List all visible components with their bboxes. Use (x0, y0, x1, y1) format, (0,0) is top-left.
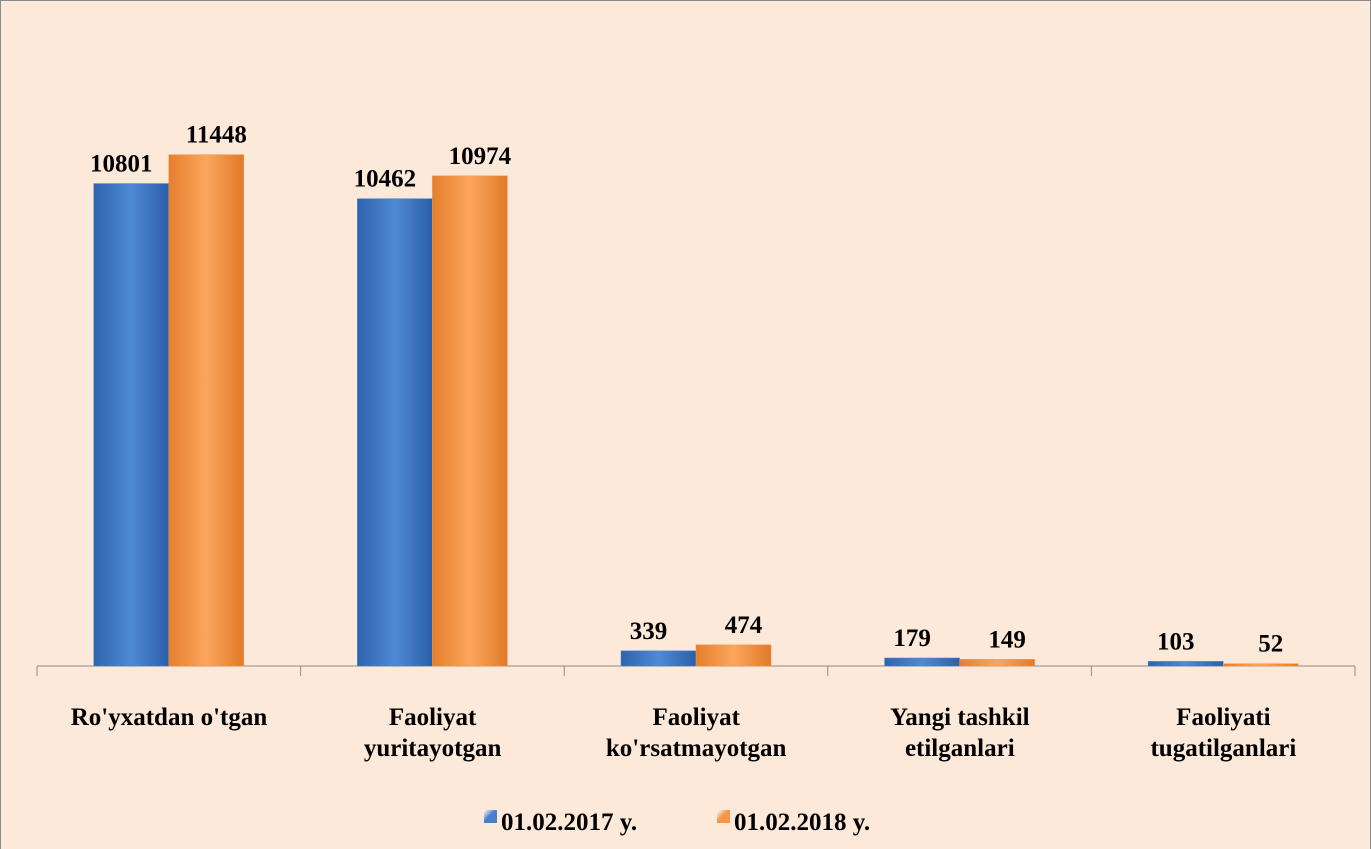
legend-label: 01.02.2017 y. (501, 809, 638, 836)
x-tick-label: Ro'yxatdan o'tgan (70, 704, 268, 731)
bar (432, 175, 508, 667)
data-label: 339 (630, 618, 668, 645)
data-label: 52 (1258, 631, 1283, 658)
bar (357, 198, 433, 667)
data-label: 149 (988, 626, 1026, 653)
legend-swatch (484, 810, 497, 823)
bar (1147, 661, 1224, 667)
data-label: 179 (893, 625, 931, 652)
x-tick-label: Faoliyati tugatilganlari (1150, 704, 1297, 762)
x-tick-label: Faoliyat ko'rsatmayotgan (605, 704, 787, 762)
data-label: 10462 (354, 166, 417, 193)
legend-label: 01.02.2018 y. (734, 809, 871, 836)
data-label: 10801 (90, 151, 153, 178)
x-tick-label: Faoliyat yuritayotgan (363, 704, 502, 762)
bar (1222, 663, 1299, 667)
data-label: 103 (1157, 628, 1195, 655)
data-label: 11448 (186, 122, 247, 149)
data-label: 474 (725, 612, 763, 639)
bar (620, 650, 697, 667)
bar (168, 154, 245, 667)
bar (959, 659, 1035, 667)
bar (93, 183, 170, 667)
legend-swatch (717, 810, 730, 823)
data-label: 10974 (449, 143, 512, 170)
bar (884, 657, 960, 667)
x-tick-label: Yangi tashkil etilganlari (889, 704, 1030, 762)
bar (695, 644, 772, 667)
